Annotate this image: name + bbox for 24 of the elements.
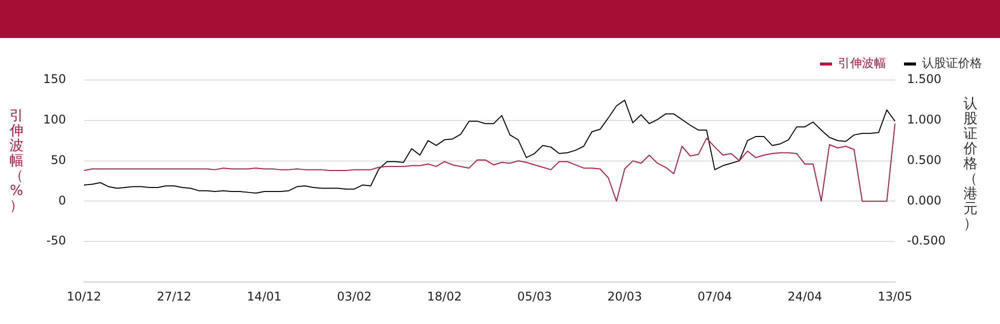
y2-tick-label: 1.000 bbox=[907, 112, 942, 127]
y2-tick-label: 0.500 bbox=[907, 152, 942, 167]
x-tick-label: 14/01 bbox=[246, 289, 282, 304]
y2-tick-label: -0.500 bbox=[907, 234, 946, 248]
y-axis-title: 引伸波幅（%） bbox=[8, 108, 26, 214]
y2-tick-label: 0.000 bbox=[907, 193, 942, 208]
x-tick-label: 07/04 bbox=[697, 289, 732, 304]
x-tick-label: 27/12 bbox=[156, 289, 192, 304]
x-tick-label: 03/02 bbox=[337, 289, 372, 304]
x-tick-label: 10/12 bbox=[66, 289, 102, 304]
x-tick-label: 20/03 bbox=[607, 289, 642, 304]
y-tick-label: 150 bbox=[43, 72, 66, 86]
x-tick-label: 05/03 bbox=[517, 289, 552, 304]
y2-tick-label: 1.500 bbox=[907, 72, 942, 86]
y-tick-label: 100 bbox=[43, 112, 66, 127]
x-tick-label: 13/05 bbox=[878, 289, 912, 304]
legend-label: 认股证价格 bbox=[922, 56, 982, 70]
x-tick-label: 24/04 bbox=[788, 289, 822, 304]
y-tick-label: 0 bbox=[58, 193, 66, 208]
text: 认股证价格（港元） bbox=[964, 96, 978, 232]
x-tick-label: 18/02 bbox=[427, 289, 462, 304]
legend-label: 引伸波幅 bbox=[838, 56, 886, 70]
y-tick-label: 50 bbox=[50, 152, 66, 167]
y-tick-label: -50 bbox=[46, 234, 66, 248]
